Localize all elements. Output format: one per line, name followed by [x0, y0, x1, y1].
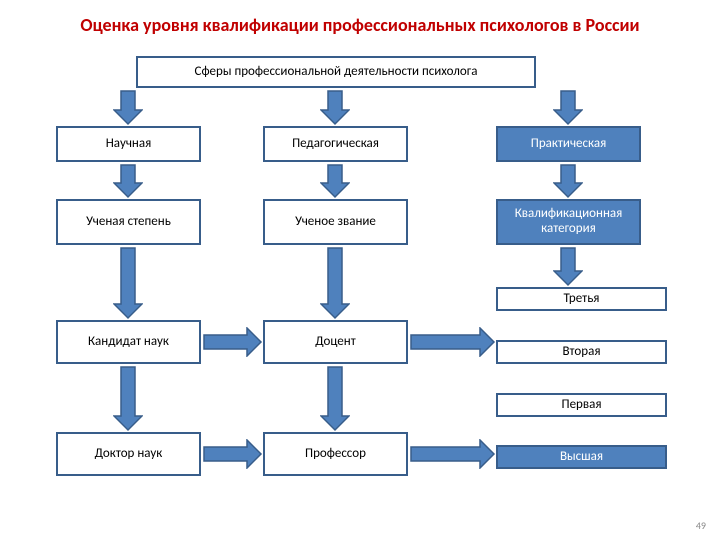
node-e1: Кандидат наук	[56, 320, 201, 364]
arrow-d2-to-e2	[320, 247, 350, 320]
node-t2: Вторая	[496, 340, 667, 364]
arrow-e1-to-f1	[113, 366, 143, 432]
node-e2: Доцент	[263, 320, 408, 364]
node-f2: Профессор	[263, 432, 408, 476]
node-f1: Доктор наук	[56, 432, 201, 476]
arrow-c1-to-d1	[113, 164, 143, 199]
arrow-f1-to-f2	[203, 439, 263, 469]
node-c1: Научная	[56, 126, 201, 162]
arrow-f2-to-t0	[410, 439, 496, 469]
node-c3: Практическая	[496, 126, 641, 162]
page-number: 49	[696, 519, 706, 532]
node-d2: Ученое звание	[263, 199, 408, 245]
node-t3: Третья	[496, 287, 667, 311]
arrow-root-to-c1	[113, 90, 143, 126]
arrow-c3-to-d3	[553, 164, 583, 199]
arrow-e2-to-t2	[410, 327, 496, 357]
node-d3: Квалификационная категория	[496, 199, 641, 245]
arrow-c2-to-d2	[320, 164, 350, 199]
arrow-d3-to-t3	[553, 247, 583, 287]
node-c2: Педагогическая	[263, 126, 408, 162]
arrow-e2-to-f2	[320, 366, 350, 432]
node-root: Сферы профессиональной деятельности псих…	[136, 56, 536, 88]
arrow-root-to-c2	[320, 90, 350, 126]
node-t0: Высшая	[496, 445, 667, 469]
node-t1: Первая	[496, 393, 667, 417]
arrow-d1-to-e1	[113, 247, 143, 320]
arrow-e1-to-e2	[203, 327, 263, 357]
node-d1: Ученая степень	[56, 199, 201, 245]
page-title: Оценка уровня квалификации профессиональ…	[0, 0, 720, 46]
arrow-root-to-c3	[553, 90, 583, 126]
